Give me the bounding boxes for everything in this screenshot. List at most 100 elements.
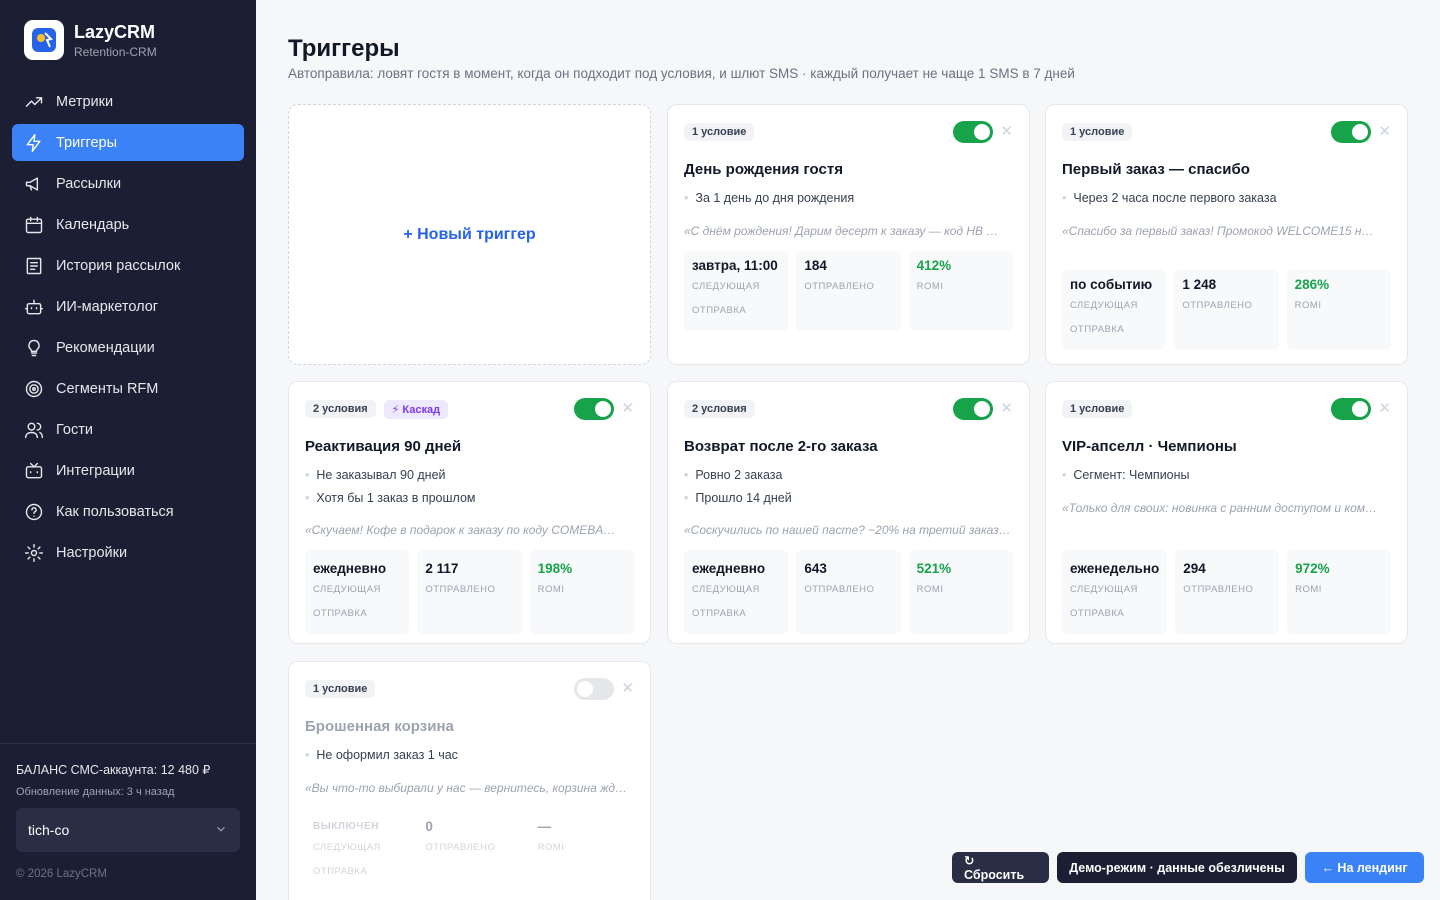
- close-icon[interactable]: ✕: [1000, 123, 1013, 140]
- cascade-badge: ⚡ Каскад: [383, 399, 449, 419]
- stat-next-send: завтра, 11:00 СЛЕДУЮЩАЯ ОТПРАВКА: [684, 251, 789, 331]
- sidebar-item-recommendations[interactable]: Рекомендации: [12, 329, 244, 366]
- sidebar-item-label: Триггеры: [56, 134, 118, 151]
- brand[interactable]: LazyCRM Retention-CRM: [24, 20, 157, 60]
- sidebar-item-guests[interactable]: Гости: [12, 411, 244, 448]
- trigger-title: Возврат после 2-го заказа: [684, 438, 878, 455]
- conditions-list: За 1 день до дня рождения: [684, 191, 854, 214]
- close-icon[interactable]: ✕: [1378, 400, 1391, 417]
- stat-value: ежедневно: [313, 561, 387, 576]
- trigger-card: 1 условие ✕ Первый заказ — спасибо Через…: [1045, 104, 1408, 365]
- condition-item: За 1 день до дня рождения: [684, 191, 854, 214]
- conditions-badge: 1 условие: [1062, 123, 1133, 141]
- stat-value: 521%: [916, 561, 952, 576]
- conditions-list: Ровно 2 заказа Прошло 14 дней: [684, 468, 791, 514]
- tenant-select[interactable]: tich-co: [16, 808, 240, 852]
- chevron-down-icon: [214, 822, 228, 839]
- close-icon[interactable]: ✕: [1000, 400, 1013, 417]
- stat-label: ROMI: [916, 584, 944, 595]
- trigger-card: 2 условия ⚡ Каскад ✕ Реактивация 90 дней…: [288, 381, 651, 644]
- sidebar-item-rfm-segments[interactable]: Сегменты RFM: [12, 370, 244, 407]
- sidebar-item-metrics[interactable]: Метрики: [12, 83, 244, 120]
- stat-label: СЛЕДУЮЩАЯ ОТПРАВКА: [1070, 300, 1138, 335]
- trending-up-icon: [24, 92, 44, 112]
- sidebar-item-label: Настройки: [56, 544, 128, 561]
- condition-item: Сегмент: Чемпионы: [1062, 468, 1189, 491]
- close-icon[interactable]: ✕: [621, 400, 634, 417]
- stat-value: 643: [804, 561, 827, 576]
- stat-value: 1 248: [1182, 277, 1217, 292]
- conditions-badge: 1 условие: [684, 123, 755, 141]
- trigger-toggle[interactable]: [1331, 398, 1371, 420]
- robot-icon: [24, 297, 44, 317]
- condition-item: Не оформил заказ 1 час: [305, 748, 458, 771]
- calendar-icon: [24, 215, 44, 235]
- trigger-stats: по событию СЛЕДУЮЩАЯ ОТПРАВКА 1 248 ОТПР…: [1062, 270, 1391, 350]
- trigger-toggle[interactable]: [574, 398, 614, 420]
- stat-value: еженедельно: [1070, 561, 1160, 576]
- sidebar-item-calendar[interactable]: Календарь: [12, 206, 244, 243]
- sidebar-item-integrations[interactable]: Интеграции: [12, 452, 244, 489]
- stat-next-send: по событию СЛЕДУЮЩАЯ ОТПРАВКА: [1062, 270, 1167, 350]
- brand-name: LazyCRM: [74, 21, 156, 42]
- conditions-list: Через 2 часа после первого заказа: [1062, 191, 1276, 214]
- history-list-icon: [24, 256, 44, 276]
- stat-next-send: еженедельно СЛЕДУЮЩАЯ ОТПРАВКА: [1062, 550, 1168, 634]
- help-circle-icon: [24, 502, 44, 522]
- reset-button[interactable]: ↻ Сбросить: [952, 852, 1049, 883]
- conditions-list: Не оформил заказ 1 час: [305, 748, 458, 771]
- sidebar-nav: Метрики Триггеры Рассылки Календарь Исто…: [12, 83, 244, 575]
- stat-value: ВЫКЛЮЧЕН: [313, 821, 380, 832]
- sidebar-item-label: Интеграции: [56, 462, 135, 479]
- close-icon[interactable]: ✕: [1378, 123, 1391, 140]
- sms-preview: «С днём рождения! Дарим десерт к заказу …: [684, 224, 999, 238]
- stat-next-send: ежедневно СЛЕДУЮЩАЯ ОТПРАВКА: [305, 550, 410, 634]
- stat-romi: 972% ROMI: [1287, 550, 1391, 634]
- sidebar-item-label: Как пользоваться: [56, 503, 174, 520]
- trigger-card: 1 условие ✕ Брошенная корзина Не оформил…: [288, 661, 651, 900]
- card-header: 1 условие ✕: [1062, 121, 1391, 143]
- stat-next-send: ВЫКЛЮЧЕН СЛЕДУЮЩАЯ ОТПРАВКА: [305, 808, 409, 892]
- sidebar: LazyCRM Retention-CRM Метрики Триггеры Р…: [0, 0, 256, 900]
- trigger-toggle[interactable]: [953, 121, 993, 143]
- sidebar-item-ai-marketer[interactable]: ИИ-маркетолог: [12, 288, 244, 325]
- conditions-badge: 2 условия: [305, 400, 376, 418]
- back-to-landing-button[interactable]: ← На лендинг: [1305, 852, 1424, 883]
- sidebar-item-triggers[interactable]: Триггеры: [12, 124, 244, 161]
- gear-icon: [24, 543, 44, 563]
- sidebar-item-label: История рассылок: [56, 257, 181, 274]
- stat-value: 2 117: [425, 561, 459, 576]
- stat-sent: 643 ОТПРАВЛЕНО: [796, 550, 901, 634]
- stat-value: ежедневно: [692, 561, 766, 576]
- brand-subtitle: Retention-CRM: [74, 44, 157, 59]
- copyright: © 2026 LazyCRM: [16, 868, 107, 880]
- trigger-title: Брошенная корзина: [305, 718, 454, 735]
- stat-label: ROMI: [537, 842, 565, 853]
- stat-value: 412%: [916, 258, 952, 273]
- stat-label: ОТПРАВЛЕНО: [1183, 584, 1254, 595]
- condition-item: Хотя бы 1 заказ в прошлом: [305, 491, 475, 514]
- conditions-badge: 1 условие: [305, 680, 376, 698]
- sidebar-item-label: Гости: [56, 421, 93, 438]
- stat-label: ОТПРАВЛЕНО: [804, 281, 875, 292]
- stat-label: ROMI: [1294, 300, 1322, 311]
- sidebar-item-help[interactable]: Как пользоваться: [12, 493, 244, 530]
- sms-preview: «Скучаем! Кофе в подарок к заказу по код…: [305, 523, 616, 537]
- sidebar-item-mailings[interactable]: Рассылки: [12, 165, 244, 202]
- trigger-toggle[interactable]: [1331, 121, 1371, 143]
- trigger-toggle[interactable]: [953, 398, 993, 420]
- sms-preview: «Только для своих: новинка с ранним дост…: [1062, 501, 1377, 515]
- page-title: Триггеры: [288, 35, 400, 62]
- sidebar-item-label: Рекомендации: [56, 339, 155, 356]
- sidebar-item-settings[interactable]: Настройки: [12, 534, 244, 571]
- card-header: 1 условие ✕: [1062, 398, 1391, 420]
- trigger-toggle[interactable]: [574, 678, 614, 700]
- close-icon[interactable]: ✕: [621, 680, 634, 697]
- sms-preview: «Соскучились по нашей пасте? −20% на тре…: [684, 523, 1011, 537]
- condition-item: Прошло 14 дней: [684, 491, 791, 514]
- sidebar-item-history[interactable]: История рассылок: [12, 247, 244, 284]
- sidebar-item-label: ИИ-маркетолог: [56, 298, 159, 315]
- new-trigger-button[interactable]: + Новый триггер: [288, 104, 651, 365]
- demo-mode-badge: Демо-режим · данные обезличены: [1057, 852, 1297, 883]
- sidebar-footer: БАЛАНС СМС-аккаунта: 12 480 ₽ Обновление…: [0, 743, 256, 880]
